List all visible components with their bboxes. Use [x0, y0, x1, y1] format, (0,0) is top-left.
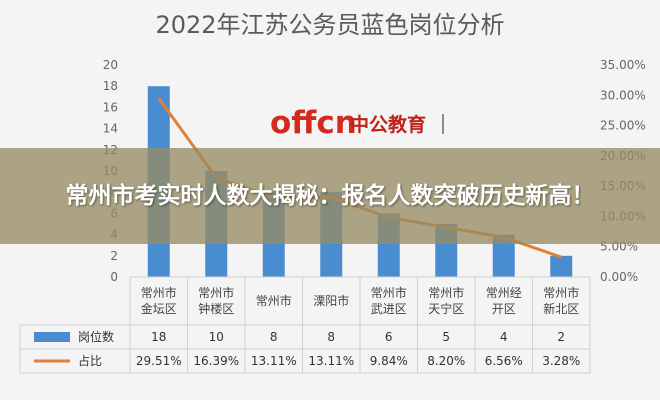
category-label: 常州市	[198, 285, 234, 300]
logo-name: 中公教育	[350, 113, 426, 136]
category-label: 钟楼区	[198, 301, 234, 316]
data-label: 8.20%	[427, 354, 465, 368]
legend-swatch-bar	[34, 332, 70, 342]
offcn-logo: offcn 中公教育	[270, 105, 444, 141]
data-label: 6	[385, 330, 393, 344]
y2-tick-label: 25.00%	[600, 119, 646, 133]
data-label: 8	[327, 330, 335, 344]
headline-banner: 常州市考实时人数大揭秘：报名人数突破历史新高！	[0, 148, 660, 244]
data-label: 29.51%	[136, 354, 182, 368]
data-label: 16.39%	[193, 354, 239, 368]
logo-brand: offcn	[270, 105, 357, 141]
y-tick-label: 20	[103, 58, 118, 72]
data-label: 3.28%	[542, 354, 580, 368]
data-label: 18	[151, 330, 166, 344]
data-label: 13.11%	[308, 354, 354, 368]
data-label: 4	[500, 330, 508, 344]
category-label: 常州经	[486, 286, 522, 300]
data-label: 10	[209, 330, 224, 344]
category-label: 常州市	[428, 285, 464, 300]
category-label: 武进区	[371, 302, 407, 316]
data-label: 2	[557, 330, 565, 344]
headline-text: 常州市考实时人数大揭秘：报名人数突破历史新高！	[65, 182, 595, 209]
category-label: 常州市	[141, 285, 177, 300]
data-label: 6.56%	[485, 354, 523, 368]
bar	[492, 234, 515, 277]
y-tick-label: 18	[103, 79, 118, 93]
legend-label: 岗位数	[78, 329, 114, 344]
y-tick-label: 16	[103, 100, 118, 114]
legend-label: 占比	[78, 353, 102, 368]
y-tick-label: 0	[110, 270, 118, 284]
category-label: 溧阳市	[313, 293, 349, 308]
bar	[550, 255, 573, 277]
y2-tick-label: 30.00%	[600, 88, 646, 102]
category-label: 常州市	[256, 293, 292, 308]
category-label: 常州市	[371, 285, 407, 300]
y2-tick-label: 35.00%	[600, 58, 646, 72]
y-tick-label: 14	[103, 122, 118, 136]
y2-tick-label: 0.00%	[600, 270, 638, 284]
y-tick-label: 2	[110, 249, 118, 263]
category-label: 金坛区	[141, 301, 177, 316]
data-label: 8	[270, 330, 278, 344]
category-label: 常州市	[543, 285, 579, 300]
category-label: 新北区	[543, 301, 579, 316]
data-label: 5	[442, 330, 450, 344]
category-label: 开区	[492, 302, 516, 316]
category-label: 天宁区	[428, 301, 464, 316]
data-label: 13.11%	[251, 354, 297, 368]
chart-title: 2022年江苏公务员蓝色岗位分析	[155, 11, 504, 39]
data-label: 9.84%	[370, 354, 408, 368]
